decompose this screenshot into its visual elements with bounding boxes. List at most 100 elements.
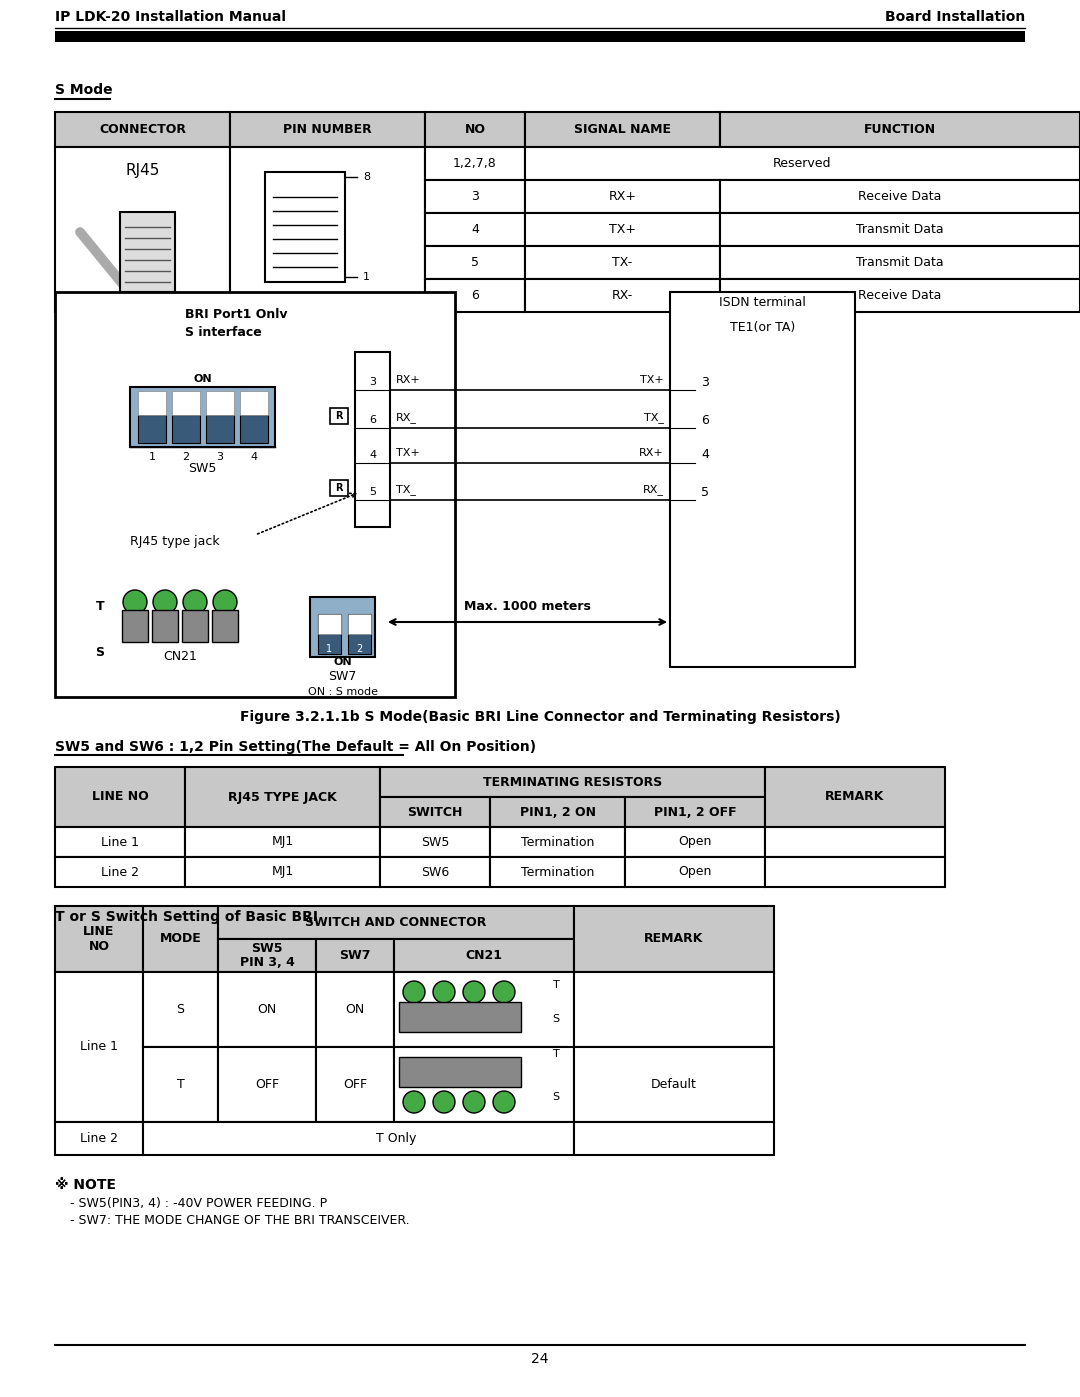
Text: RX-: RX-: [612, 289, 633, 302]
Bar: [380, 798, 490, 827]
Bar: [185, 827, 380, 856]
Bar: [525, 212, 720, 246]
Text: - SW7: THE MODE CHANGE OF THE BRI TRANSCEIVER.: - SW7: THE MODE CHANGE OF THE BRI TRANSC…: [70, 1214, 409, 1228]
Text: Transmit Data: Transmit Data: [856, 224, 944, 236]
Bar: [394, 1046, 573, 1122]
Bar: [185, 856, 380, 887]
Bar: [720, 112, 1080, 147]
Bar: [573, 1046, 774, 1122]
Text: LINE NO: LINE NO: [92, 791, 148, 803]
Bar: [525, 112, 720, 147]
Text: CONNECTOR: CONNECTOR: [99, 123, 186, 136]
Text: S: S: [95, 645, 105, 658]
Bar: [426, 212, 525, 246]
Bar: [765, 827, 945, 856]
Bar: [218, 939, 316, 972]
Bar: [348, 615, 372, 634]
Text: Reserved: Reserved: [773, 156, 832, 170]
Bar: [525, 246, 720, 279]
Text: Default: Default: [651, 1078, 697, 1091]
Bar: [240, 415, 268, 443]
Bar: [212, 610, 238, 643]
Bar: [152, 610, 178, 643]
Text: SW7: SW7: [339, 949, 370, 963]
Text: 1: 1: [326, 644, 332, 654]
Bar: [55, 31, 1025, 42]
Text: SIGNAL NAME: SIGNAL NAME: [573, 123, 671, 136]
Bar: [380, 767, 765, 798]
Bar: [55, 147, 230, 312]
Bar: [55, 112, 230, 147]
Bar: [143, 907, 218, 972]
Bar: [240, 391, 268, 415]
Bar: [318, 615, 341, 654]
Bar: [316, 939, 394, 972]
Text: T: T: [553, 1049, 559, 1059]
Text: ISDN terminal: ISDN terminal: [719, 296, 806, 309]
Bar: [206, 391, 234, 415]
Bar: [426, 180, 525, 212]
Text: Termination: Termination: [521, 835, 594, 848]
Bar: [183, 610, 208, 643]
Text: 24: 24: [531, 1352, 549, 1366]
Text: TX+: TX+: [640, 374, 664, 386]
Bar: [348, 615, 372, 654]
Text: Max. 1000 meters: Max. 1000 meters: [464, 601, 591, 613]
Bar: [218, 972, 316, 1046]
Text: RX_: RX_: [643, 485, 664, 496]
Text: T Only: T Only: [376, 1132, 416, 1146]
Text: T or S Switch Setting of Basic BRI: T or S Switch Setting of Basic BRI: [55, 909, 318, 923]
Bar: [206, 415, 234, 443]
Text: 3: 3: [471, 190, 478, 203]
Circle shape: [492, 1091, 515, 1113]
Bar: [265, 172, 345, 282]
Text: OFF: OFF: [343, 1078, 367, 1091]
Bar: [720, 212, 1080, 246]
Bar: [426, 112, 525, 147]
Text: R: R: [335, 411, 342, 420]
Bar: [720, 180, 1080, 212]
Bar: [172, 391, 200, 415]
Circle shape: [123, 590, 147, 615]
Text: SW5
PIN 3, 4: SW5 PIN 3, 4: [240, 942, 295, 970]
Bar: [330, 408, 348, 425]
Text: 4: 4: [369, 450, 376, 460]
Bar: [316, 972, 394, 1046]
Bar: [380, 856, 490, 887]
Text: ON: ON: [193, 374, 212, 384]
Text: 2: 2: [356, 644, 362, 654]
Bar: [355, 352, 390, 527]
Bar: [143, 1046, 218, 1122]
Text: TE1(or TA): TE1(or TA): [730, 320, 795, 334]
Text: Termination: Termination: [521, 866, 594, 879]
Text: T: T: [96, 601, 105, 613]
Text: SW5: SW5: [421, 835, 449, 848]
Text: RJ45 TYPE JACK: RJ45 TYPE JACK: [228, 791, 337, 803]
Bar: [426, 246, 525, 279]
Text: MODE: MODE: [160, 933, 201, 946]
Text: TERMINATING RESISTORS: TERMINATING RESISTORS: [483, 775, 662, 788]
Bar: [765, 767, 945, 827]
Text: 8: 8: [363, 172, 370, 182]
Circle shape: [433, 1091, 455, 1113]
Bar: [765, 856, 945, 887]
Bar: [380, 827, 490, 856]
Bar: [490, 827, 625, 856]
Text: CN21: CN21: [163, 651, 197, 664]
Bar: [330, 481, 348, 496]
Bar: [318, 615, 341, 634]
Text: S: S: [553, 1014, 559, 1024]
Text: 4: 4: [471, 224, 478, 236]
Text: 6: 6: [471, 289, 478, 302]
Text: TX+: TX+: [609, 224, 636, 236]
Bar: [130, 387, 275, 447]
Bar: [55, 292, 455, 697]
Text: SW7: SW7: [328, 671, 356, 683]
Text: Line 1: Line 1: [80, 1041, 118, 1053]
Bar: [55, 972, 143, 1122]
Text: SWITCH AND CONNECTOR: SWITCH AND CONNECTOR: [306, 916, 487, 929]
Text: Receive Data: Receive Data: [859, 289, 942, 302]
Text: RJ45: RJ45: [125, 162, 160, 177]
Bar: [720, 246, 1080, 279]
Text: S: S: [176, 1003, 185, 1016]
